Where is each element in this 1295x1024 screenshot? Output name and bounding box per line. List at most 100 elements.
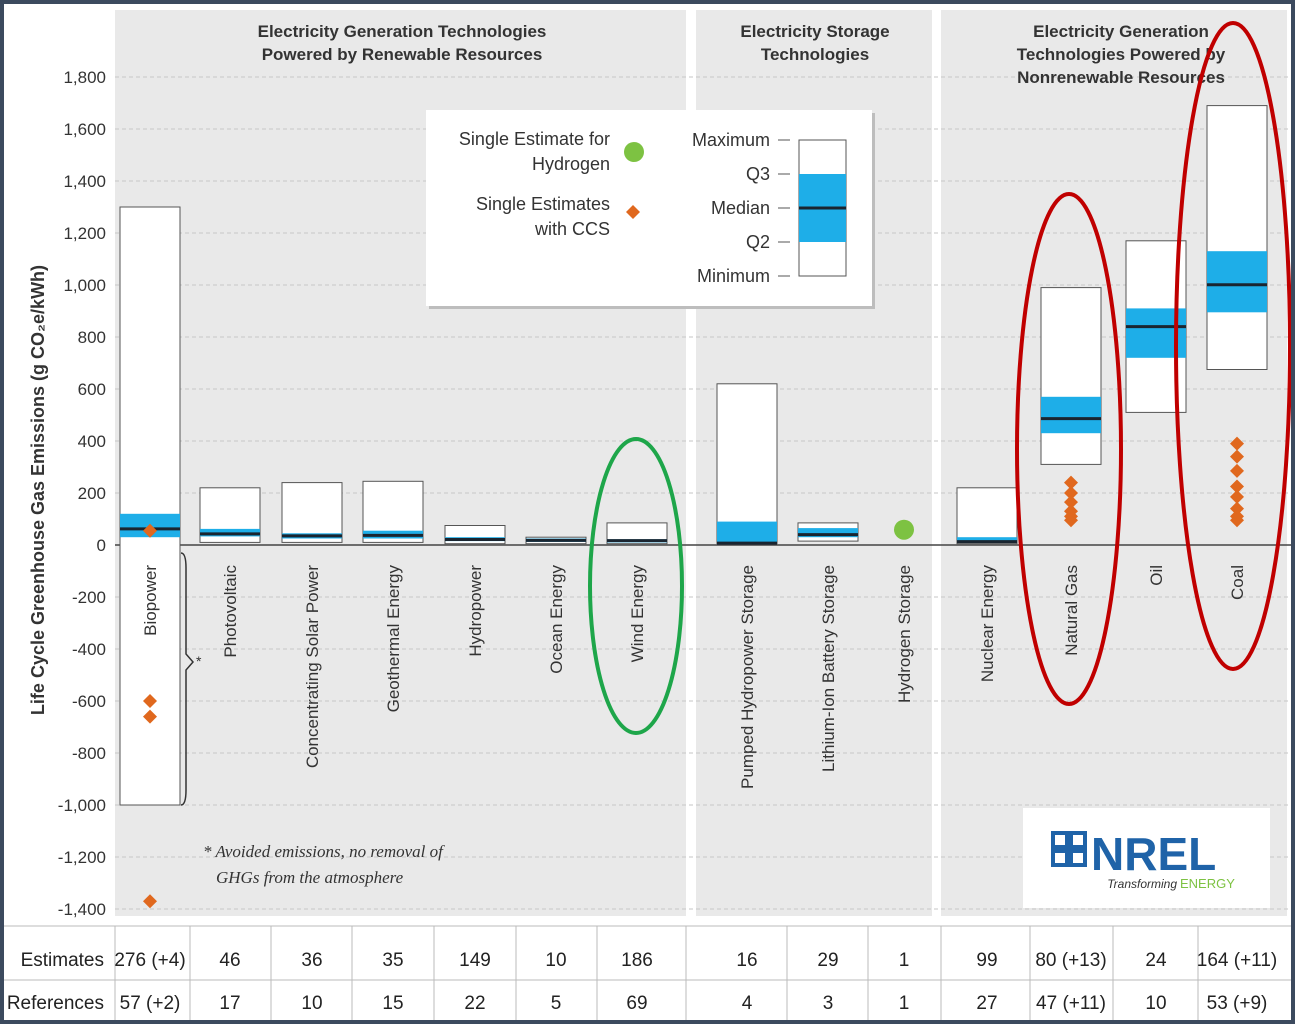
y-tick-label: 1,600 <box>63 120 106 139</box>
category-label: Lithium-Ion Battery Storage <box>819 565 838 772</box>
box-range <box>956 487 1018 545</box>
ccs-estimate-point <box>143 694 157 708</box>
legend-hydrogen-label: Hydrogen <box>532 154 610 174</box>
ccs-estimate-point <box>1064 513 1078 528</box>
estimates-cell: 99 <box>976 950 997 971</box>
references-cell: 22 <box>464 993 485 1014</box>
estimates-cell: 46 <box>219 950 240 971</box>
logo-square <box>1069 849 1087 867</box>
emissions-box-chart: Electricity Generation Technologies Power… <box>4 10 1291 1020</box>
legend-box-label: Median <box>711 198 770 218</box>
references-cell: 10 <box>1145 993 1166 1014</box>
legend-box-label: Maximum <box>692 130 770 150</box>
hydrogen-estimate-point <box>894 519 914 540</box>
estimates-cell: 80 (+13) <box>1035 950 1106 971</box>
coal-highlight-ellipse <box>1174 21 1291 671</box>
estimates-cell: 36 <box>301 950 322 971</box>
group-header: Technologies Powered by <box>1017 45 1226 64</box>
group-header: Powered by Renewable Resources <box>262 45 543 64</box>
ccs-estimate-point <box>1064 475 1078 490</box>
box-range <box>1206 105 1268 370</box>
group-header: Nonrenewable Resources <box>1017 68 1225 87</box>
estimates-cell: 276 (+4) <box>114 950 185 971</box>
y-tick-label: 1,000 <box>63 276 106 295</box>
estimates-row-label: Estimates <box>21 950 104 971</box>
category-label: Biopower <box>141 565 160 636</box>
table-background <box>4 926 1291 1020</box>
footnote-text: GHGs from the atmosphere <box>216 868 404 887</box>
y-tick-label: -200 <box>72 588 106 607</box>
ccs-estimate-point <box>143 894 157 909</box>
y-tick-label: -1,400 <box>58 900 106 919</box>
category-label: Geothermal Energy <box>384 565 403 713</box>
references-cell: 53 (+9) <box>1207 993 1268 1014</box>
box-iqr <box>717 521 777 544</box>
estimates-cell: 186 <box>621 950 653 971</box>
logo-square <box>1051 831 1069 849</box>
estimates-cell: 10 <box>545 950 566 971</box>
y-tick-label: 1,200 <box>63 224 106 243</box>
ccs-estimate-point <box>143 523 157 538</box>
biopower-brace <box>180 552 194 806</box>
wind-energy-highlight-ellipse <box>588 437 684 735</box>
chart-frame: Electricity Generation Technologies Power… <box>4 4 1291 1020</box>
y-tick-label: 1,800 <box>63 68 106 87</box>
box-iqr <box>798 528 858 538</box>
ccs-estimate-point <box>143 709 157 724</box>
brace-asterisk: * <box>196 653 202 669</box>
estimates-cell: 35 <box>382 950 403 971</box>
y-tick-label: 200 <box>78 484 106 503</box>
category-label: Oil <box>1147 565 1166 586</box>
estimates-cell: 24 <box>1145 950 1167 971</box>
references-cell: 57 (+2) <box>120 993 181 1014</box>
y-tick-label: 600 <box>78 380 106 399</box>
category-label: Pumped Hydropower Storage <box>738 565 757 789</box>
estimates-cell: 29 <box>817 950 838 971</box>
references-cell: 1 <box>899 993 910 1014</box>
nrel-logo-icon <box>1051 831 1087 867</box>
category-label: Nuclear Energy <box>978 565 997 683</box>
box-range <box>606 522 668 545</box>
y-tick-label: -600 <box>72 692 106 711</box>
box-range <box>716 383 778 545</box>
box-range <box>119 206 181 806</box>
ccs-estimate-point <box>1230 463 1244 478</box>
category-label: Ocean Energy <box>547 565 566 674</box>
legend-box <box>426 110 872 306</box>
ccs-estimate-point <box>1064 486 1078 500</box>
box-iqr <box>957 537 1017 543</box>
box-iqr <box>1207 251 1267 313</box>
category-label: Hydropower <box>466 565 485 657</box>
references-cell: 10 <box>301 993 322 1014</box>
y-tick-label: 800 <box>78 328 106 347</box>
logo-square <box>1069 831 1087 849</box>
box-iqr <box>1041 396 1101 434</box>
ccs-estimate-point <box>1230 513 1244 528</box>
references-cell: 15 <box>382 993 403 1014</box>
legend-hydrogen-marker <box>624 142 644 162</box>
references-cell: 27 <box>976 993 997 1014</box>
category-label: Concentrating Solar Power <box>303 565 322 769</box>
legend-box-label: Q3 <box>746 164 770 184</box>
y-axis-label: Life Cycle Greenhouse Gas Emissions (g C… <box>28 265 48 715</box>
footnote-text: * Avoided emissions, no removal of <box>203 842 445 861</box>
estimates-cell: 149 <box>459 950 491 971</box>
nrel-tagline-energy: ENERGY <box>1180 876 1235 891</box>
category-label: Wind Energy <box>628 565 647 663</box>
box-range <box>281 482 343 543</box>
category-label: Hydrogen Storage <box>895 565 914 703</box>
group-header: Electricity Storage <box>740 22 889 41</box>
nrel-logo-box <box>1023 808 1270 908</box>
nrel-logo-text: NREL <box>1091 828 1216 880</box>
ccs-estimate-point <box>1064 495 1078 510</box>
group-header: Electricity Generation Technologies <box>258 22 547 41</box>
references-cell: 17 <box>219 993 240 1014</box>
y-tick-label: 400 <box>78 432 106 451</box>
legend-ccs-marker <box>626 205 640 219</box>
box-range <box>1040 287 1102 465</box>
references-row-label: References <box>7 993 104 1014</box>
legend-hydrogen-label: Single Estimate for <box>459 129 610 149</box>
references-cell: 4 <box>742 993 753 1014</box>
category-label: Coal <box>1228 565 1247 600</box>
y-tick-label: -400 <box>72 640 106 659</box>
